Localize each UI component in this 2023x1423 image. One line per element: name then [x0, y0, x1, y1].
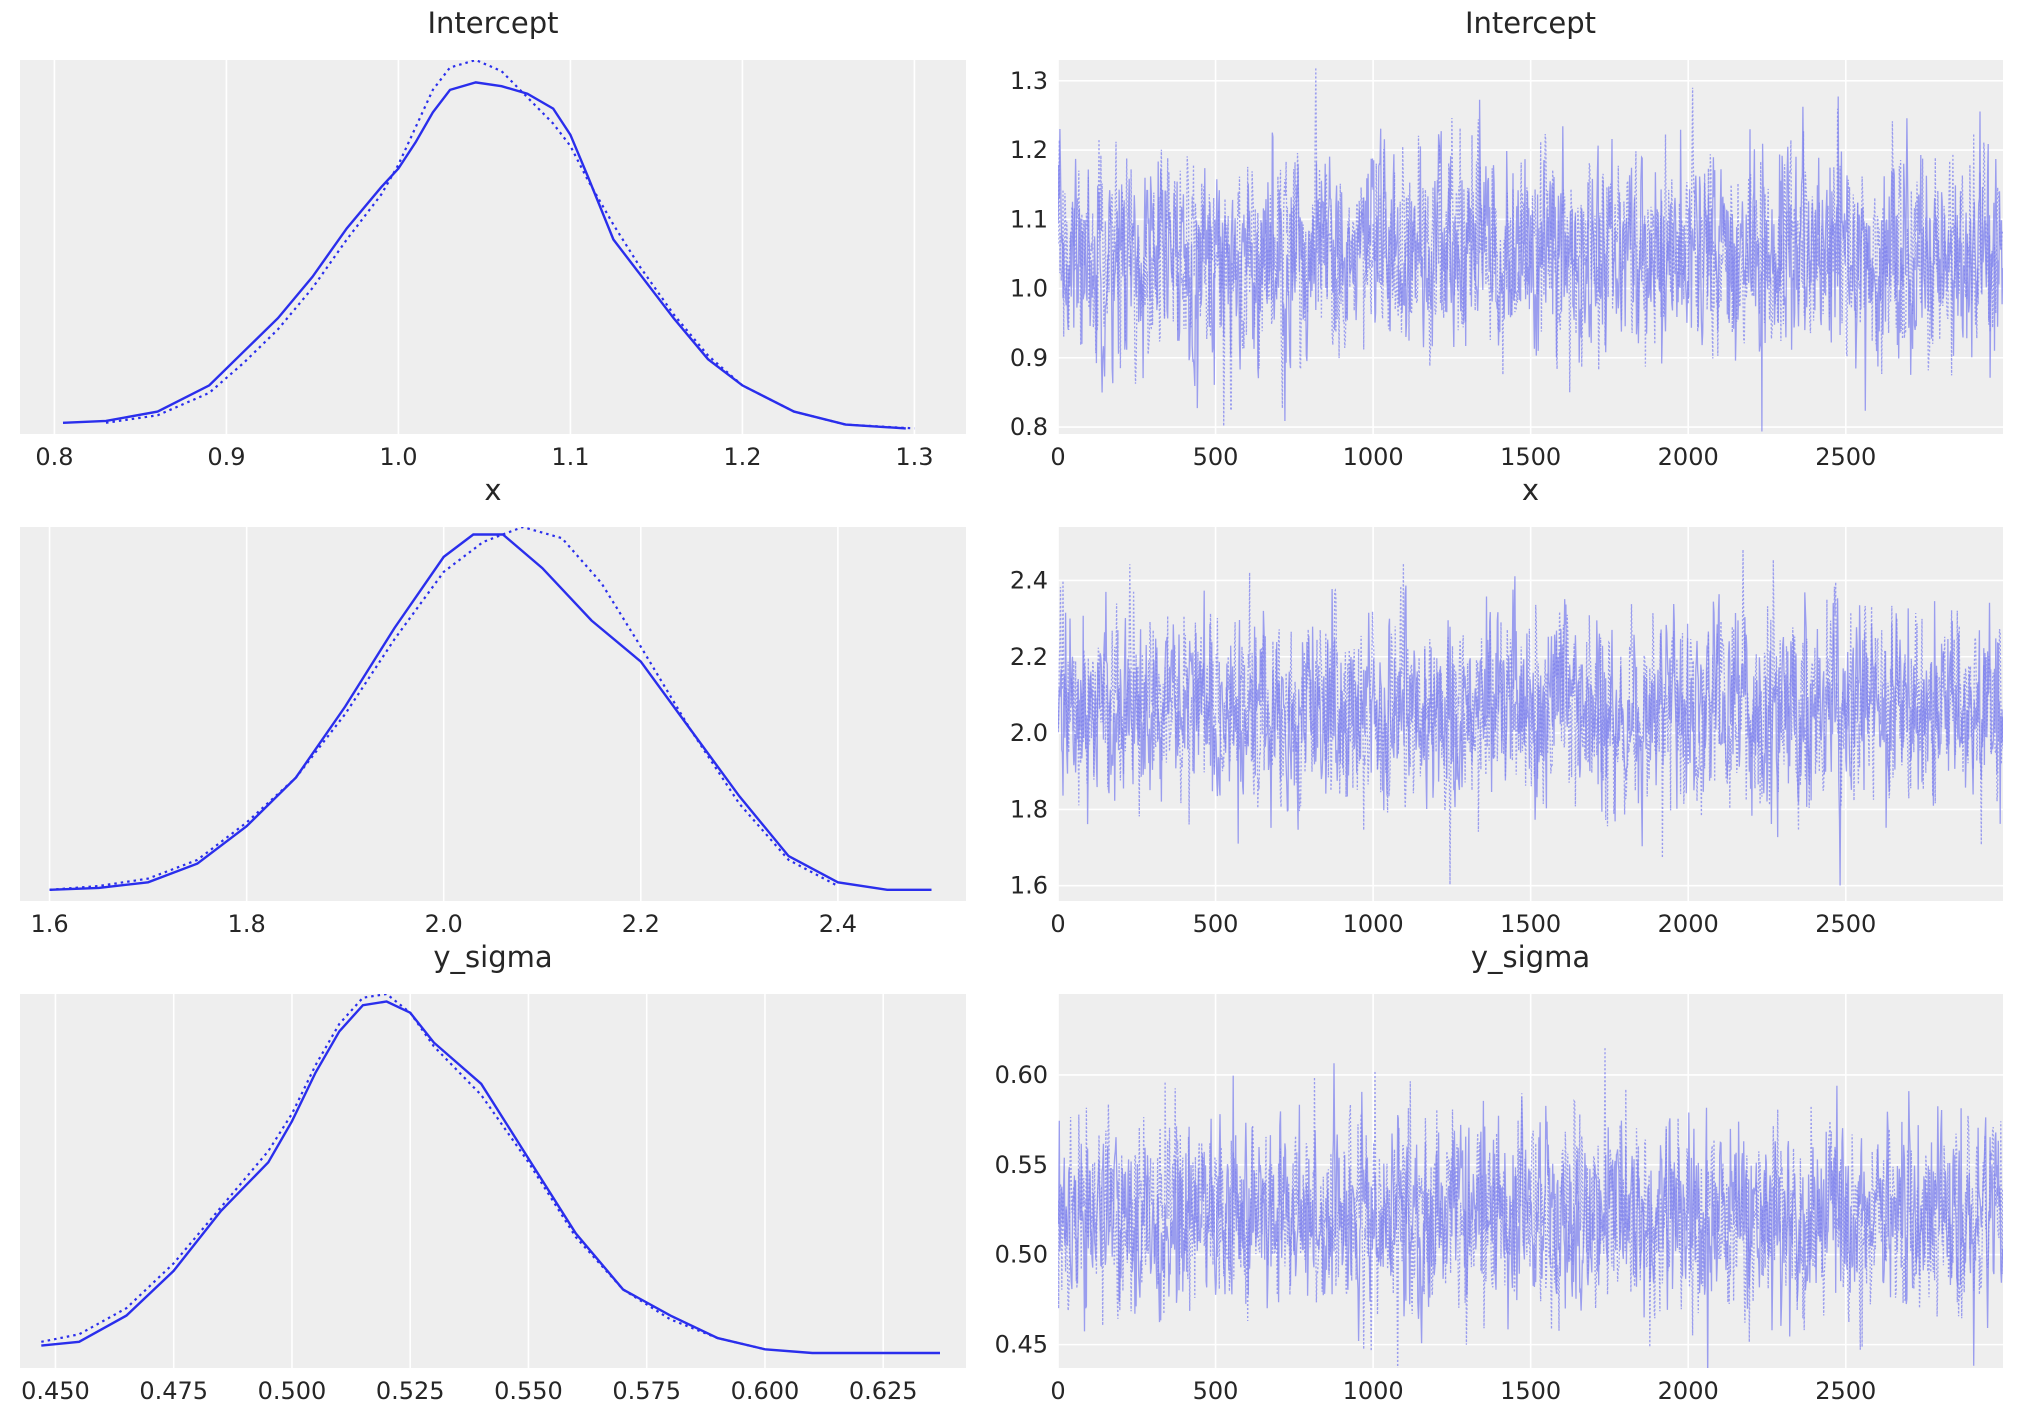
x-tick-label: 1000 [1343, 910, 1404, 938]
x-tick-label: 2500 [1815, 443, 1876, 471]
y-tick-label: 0.9 [1010, 344, 1048, 372]
kde-panel-Intercept: 0.8 0.9 1.0 1.1 1.2 1.3 Intercept [20, 6, 966, 471]
x-tick-label: 0 [1050, 910, 1065, 938]
x-tick-label: 0 [1050, 1377, 1065, 1405]
x-tick-label: 0.575 [612, 1377, 681, 1405]
kde-panel-x: 1.6 1.8 2.0 2.2 2.4 x [20, 473, 966, 938]
y-tick-label: 1.0 [1010, 275, 1048, 303]
trace-line-chain-2 [1058, 1047, 2003, 1368]
x-tick-label: 2.0 [425, 910, 463, 938]
panel-title: x [1522, 473, 1539, 507]
panel-title: y_sigma [433, 940, 552, 974]
x-tick-label: 1.1 [551, 443, 589, 471]
trace-line-chain-1 [1058, 1063, 2003, 1368]
x-tick-label: 1.8 [228, 910, 266, 938]
y-tick-label: 0.50 [995, 1241, 1048, 1269]
x-tick-label: 1000 [1343, 443, 1404, 471]
x-tick-label: 2500 [1815, 1377, 1876, 1405]
plot-area [20, 994, 966, 1368]
kde-line-dotted [49, 527, 839, 891]
kde-line-solid [49, 533, 932, 891]
y-tick-label: 1.6 [1010, 872, 1048, 900]
x-tick-label: 1000 [1343, 1377, 1404, 1405]
x-tick-label: 1.0 [379, 443, 417, 471]
trace-panel-Intercept: 0 500 1000 1500 2000 2500 0.8 0.9 1.0 1.1 1.2 1.3 In… [1010, 6, 2003, 471]
x-tick-label: 1500 [1500, 910, 1561, 938]
x-tick-label: 1500 [1500, 443, 1561, 471]
x-tick-label: 0 [1050, 443, 1065, 471]
x-tick-label: 0.8 [35, 443, 73, 471]
panel-title: y_sigma [1471, 940, 1590, 974]
trace-line-chain-2 [1058, 67, 2003, 427]
kde-panel-y_sigma: 0.450 0.475 0.500 0.525 0.550 0.575 0.600 0.625… [20, 940, 966, 1405]
x-tick-label: 2000 [1658, 1377, 1719, 1405]
y-tick-label: 1.2 [1010, 136, 1048, 164]
plot-area [20, 60, 966, 434]
trace-panel-y_sigma: 0 500 1000 1500 2000 2500 0.45 0.50 0.55 0.60 y_si… [995, 940, 2003, 1405]
x-tick-label: 0.625 [849, 1377, 918, 1405]
x-tick-label: 0.475 [139, 1377, 208, 1405]
x-tick-label: 2000 [1658, 910, 1719, 938]
x-tick-label: 0.9 [207, 443, 245, 471]
x-tick-label: 2.4 [819, 910, 857, 938]
x-tick-label: 0.550 [494, 1377, 563, 1405]
y-tick-label: 2.0 [1010, 719, 1048, 747]
y-tick-label: 0.60 [995, 1061, 1048, 1089]
x-tick-label: 500 [1193, 910, 1239, 938]
x-tick-label: 500 [1193, 1377, 1239, 1405]
x-tick-label: 500 [1193, 443, 1239, 471]
kde-line-dotted [41, 994, 766, 1351]
y-tick-label: 0.8 [1010, 413, 1048, 441]
y-tick-label: 2.4 [1010, 566, 1048, 594]
x-tick-label: 1.3 [895, 443, 933, 471]
y-tick-label: 2.2 [1010, 643, 1048, 671]
panel-title: Intercept [1465, 6, 1596, 40]
y-tick-label: 1.1 [1010, 205, 1048, 233]
y-tick-label: 1.3 [1010, 67, 1048, 95]
y-tick-label: 0.55 [995, 1151, 1048, 1179]
x-tick-label: 2.2 [622, 910, 660, 938]
plot-area [20, 527, 966, 901]
trace-panel-x: 0 500 1000 1500 2000 2500 1.6 1.8 2.0 2.2 2.4 x [1010, 473, 2003, 938]
x-tick-label: 0.450 [21, 1377, 90, 1405]
kde-line-solid [62, 81, 906, 430]
x-tick-label: 0.500 [258, 1377, 327, 1405]
x-tick-label: 1500 [1500, 1377, 1561, 1405]
x-tick-label: 2000 [1658, 443, 1719, 471]
x-tick-label: 2500 [1815, 910, 1876, 938]
y-tick-label: 0.45 [995, 1331, 1048, 1359]
y-tick-label: 1.8 [1010, 795, 1048, 823]
trace-line-chain-2 [1058, 549, 2003, 885]
x-tick-label: 0.525 [376, 1377, 445, 1405]
x-tick-label: 1.6 [30, 910, 68, 938]
x-tick-label: 1.2 [723, 443, 761, 471]
x-tick-label: 0.600 [731, 1377, 800, 1405]
panel-title: x [484, 473, 501, 507]
panel-title: Intercept [428, 6, 559, 40]
